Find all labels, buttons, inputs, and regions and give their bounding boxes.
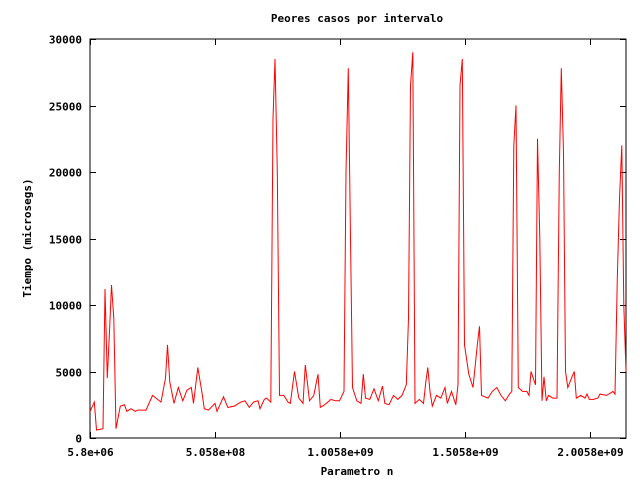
y-axis-label: Tiempo (microsegs): [21, 178, 34, 297]
series-group: [89, 52, 627, 431]
y-tick-label: 5000: [56, 367, 83, 380]
x-tick-label: 5.058e+08: [186, 446, 246, 459]
x-tick-label: 1.5058e+09: [432, 446, 498, 459]
x-axis-label: Parametro n: [321, 465, 394, 478]
y-axis: 0 5000 10000 15000 20000 25000 30000: [49, 34, 626, 446]
y-tick-label: 0: [75, 433, 82, 446]
x-axis: 5.8e+06 5.058e+08 1.0058e+09 1.5058e+09 2.00…: [67, 39, 624, 459]
x-tick-label: 5.8e+06: [67, 446, 114, 459]
series-line: [89, 52, 627, 431]
y-tick-label: 20000: [49, 167, 82, 180]
chart-title: Peores casos por intervalo: [271, 12, 444, 25]
y-tick-label: 25000: [49, 101, 82, 114]
x-tick-label: 2.0058e+09: [557, 446, 623, 459]
y-tick-label: 10000: [49, 300, 82, 313]
plot-border: [89, 38, 627, 439]
y-tick-label: 15000: [49, 234, 82, 247]
y-tick-label: 30000: [49, 34, 82, 47]
x-tick-label: 1.0058e+09: [307, 446, 373, 459]
plot-frame: [89, 38, 627, 439]
